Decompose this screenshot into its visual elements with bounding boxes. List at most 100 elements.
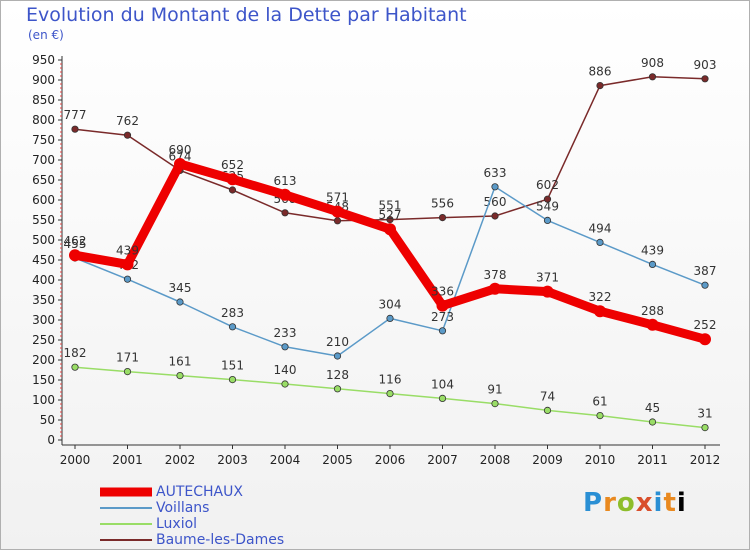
data-label: 777 <box>64 108 87 122</box>
data-point <box>386 314 394 322</box>
chart-title: Evolution du Montant de la Dette par Hab… <box>26 4 467 26</box>
legend-label: Voillans <box>156 500 210 516</box>
data-label: 171 <box>116 351 139 365</box>
data-label: 61 <box>592 395 607 409</box>
data-label: 116 <box>379 373 402 387</box>
data-point <box>386 216 394 224</box>
data-label: 886 <box>589 65 612 79</box>
data-point <box>596 82 604 90</box>
data-point <box>279 188 291 201</box>
legend-item: Baume-les-Dames <box>100 532 284 548</box>
y-tick-label: 600 <box>32 193 55 207</box>
data-label: 674 <box>169 149 192 163</box>
x-tick-label: 2003 <box>217 453 248 467</box>
data-point <box>228 323 237 331</box>
y-tick-label: 700 <box>32 153 55 167</box>
data-point <box>123 367 132 376</box>
data-point <box>701 281 709 289</box>
y-tick-label: 400 <box>32 273 55 287</box>
data-label: 345 <box>169 281 192 295</box>
data-label: 494 <box>589 221 612 235</box>
x-tick-label: 2008 <box>480 453 511 467</box>
data-label: 233 <box>274 326 297 340</box>
data-point <box>176 298 184 306</box>
series-line-autechaux <box>74 159 707 344</box>
data-label: 161 <box>169 355 192 369</box>
data-point <box>701 423 709 432</box>
data-label: 560 <box>484 195 507 209</box>
data-point <box>333 352 342 360</box>
legend-item: Luxiol <box>100 516 284 532</box>
y-tick-label: 500 <box>32 233 55 247</box>
data-label: 31 <box>697 407 712 421</box>
y-tick-label: 750 <box>32 133 55 147</box>
data-label: 288 <box>641 304 664 318</box>
data-point <box>489 282 501 295</box>
legend-item: Voillans <box>100 500 284 516</box>
data-label: 140 <box>274 363 297 377</box>
y-tick-label: 100 <box>32 393 55 407</box>
data-label: 762 <box>116 114 139 128</box>
data-point <box>543 216 552 224</box>
data-point <box>281 343 289 351</box>
data-label: 304 <box>379 297 402 311</box>
data-label: 283 <box>221 306 244 320</box>
data-point <box>281 209 289 217</box>
data-label: 633 <box>484 166 507 180</box>
data-label: 252 <box>694 318 717 332</box>
y-tick-label: 850 <box>32 93 55 107</box>
data-point <box>699 333 711 346</box>
data-label: 903 <box>694 58 717 72</box>
data-point <box>543 195 552 203</box>
data-point <box>491 183 499 191</box>
legend-swatch <box>100 487 152 497</box>
data-label: 45 <box>645 401 660 415</box>
data-label: 74 <box>540 389 555 403</box>
data-point <box>541 285 554 298</box>
data-point <box>701 75 709 83</box>
data-label: 439 <box>641 243 664 257</box>
y-tick-label: 150 <box>32 373 55 387</box>
data-label: 556 <box>431 197 454 211</box>
data-label: 690 <box>169 143 192 157</box>
data-label: 549 <box>536 199 559 213</box>
data-point <box>71 125 79 133</box>
x-tick-label: 2007 <box>427 453 458 467</box>
y-tick-label: 950 <box>32 53 55 67</box>
data-point <box>438 327 447 335</box>
x-tick-label: 2011 <box>637 453 668 467</box>
data-point <box>123 131 132 139</box>
data-label: 104 <box>431 377 454 391</box>
legend-label: Luxiol <box>156 516 198 532</box>
y-tick-label: 450 <box>32 253 55 267</box>
legend-item: AUTECHAUX <box>100 484 284 500</box>
y-tick-label: 800 <box>32 113 55 127</box>
data-label: 322 <box>589 290 612 304</box>
data-label: 378 <box>484 268 507 282</box>
y-tick-label: 550 <box>32 213 55 227</box>
data-label: 336 <box>431 285 454 299</box>
data-label: 151 <box>221 359 244 373</box>
data-label: 527 <box>379 208 402 222</box>
legend-label: Baume-les-Dames <box>156 532 285 548</box>
data-point <box>543 406 552 414</box>
legend-swatch <box>100 539 152 541</box>
data-point <box>228 186 237 194</box>
data-label: 551 <box>379 199 402 213</box>
x-tick-label: 2000 <box>60 453 91 467</box>
data-point <box>123 275 132 283</box>
y-tick-label: 350 <box>32 293 55 307</box>
data-point <box>386 389 394 398</box>
data-point <box>594 305 606 318</box>
x-tick-label: 2010 <box>585 453 616 467</box>
proxiti-logo: Proxiti <box>583 488 687 518</box>
legend: AUTECHAUX Voillans Luxiol Baume-les-Dames <box>100 484 284 548</box>
legend-swatch <box>100 507 152 509</box>
data-point <box>438 214 447 222</box>
data-label: 602 <box>536 178 559 192</box>
data-label: 571 <box>326 191 349 205</box>
data-point <box>333 217 342 225</box>
data-point <box>596 238 604 246</box>
data-point <box>384 223 396 236</box>
data-point <box>436 299 449 312</box>
